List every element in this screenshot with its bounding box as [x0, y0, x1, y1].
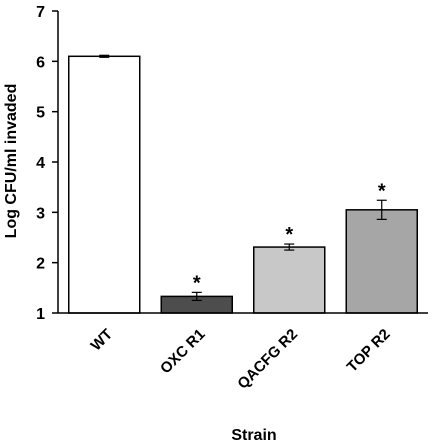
y-tick-label: 1 — [36, 306, 45, 323]
significance-star: * — [193, 272, 201, 294]
y-tick-label: 5 — [36, 105, 45, 122]
significance-star: * — [285, 224, 293, 246]
y-tick-label: 2 — [36, 256, 45, 273]
x-axis-label: Strain — [231, 427, 276, 444]
x-tick-label: OXC R1 — [157, 326, 209, 378]
y-ticks-group: 1 2 3 4 5 6 7 — [36, 4, 58, 323]
bar — [345, 209, 418, 314]
significance-star: * — [378, 180, 386, 202]
x-tick-labels-group: WT OXC R1 QACFG R2 TOP R2 — [88, 326, 394, 393]
y-tick-label: 7 — [36, 4, 45, 21]
significance-marks-group: * * * — [193, 180, 386, 294]
x-tick-label: TOP R2 — [344, 326, 394, 376]
y-tick-label: 3 — [36, 205, 45, 222]
x-tick-label: QACFG R2 — [234, 326, 301, 393]
error-bars-group — [99, 54, 387, 302]
x-tick-label: WT — [88, 326, 117, 355]
y-tick-label: 6 — [36, 54, 45, 71]
y-axis-label: Log CFU/ml invaded — [3, 84, 20, 239]
bar — [253, 246, 326, 314]
bar — [68, 55, 141, 314]
y-tick-label: 4 — [36, 155, 45, 172]
bars-group — [68, 55, 418, 314]
